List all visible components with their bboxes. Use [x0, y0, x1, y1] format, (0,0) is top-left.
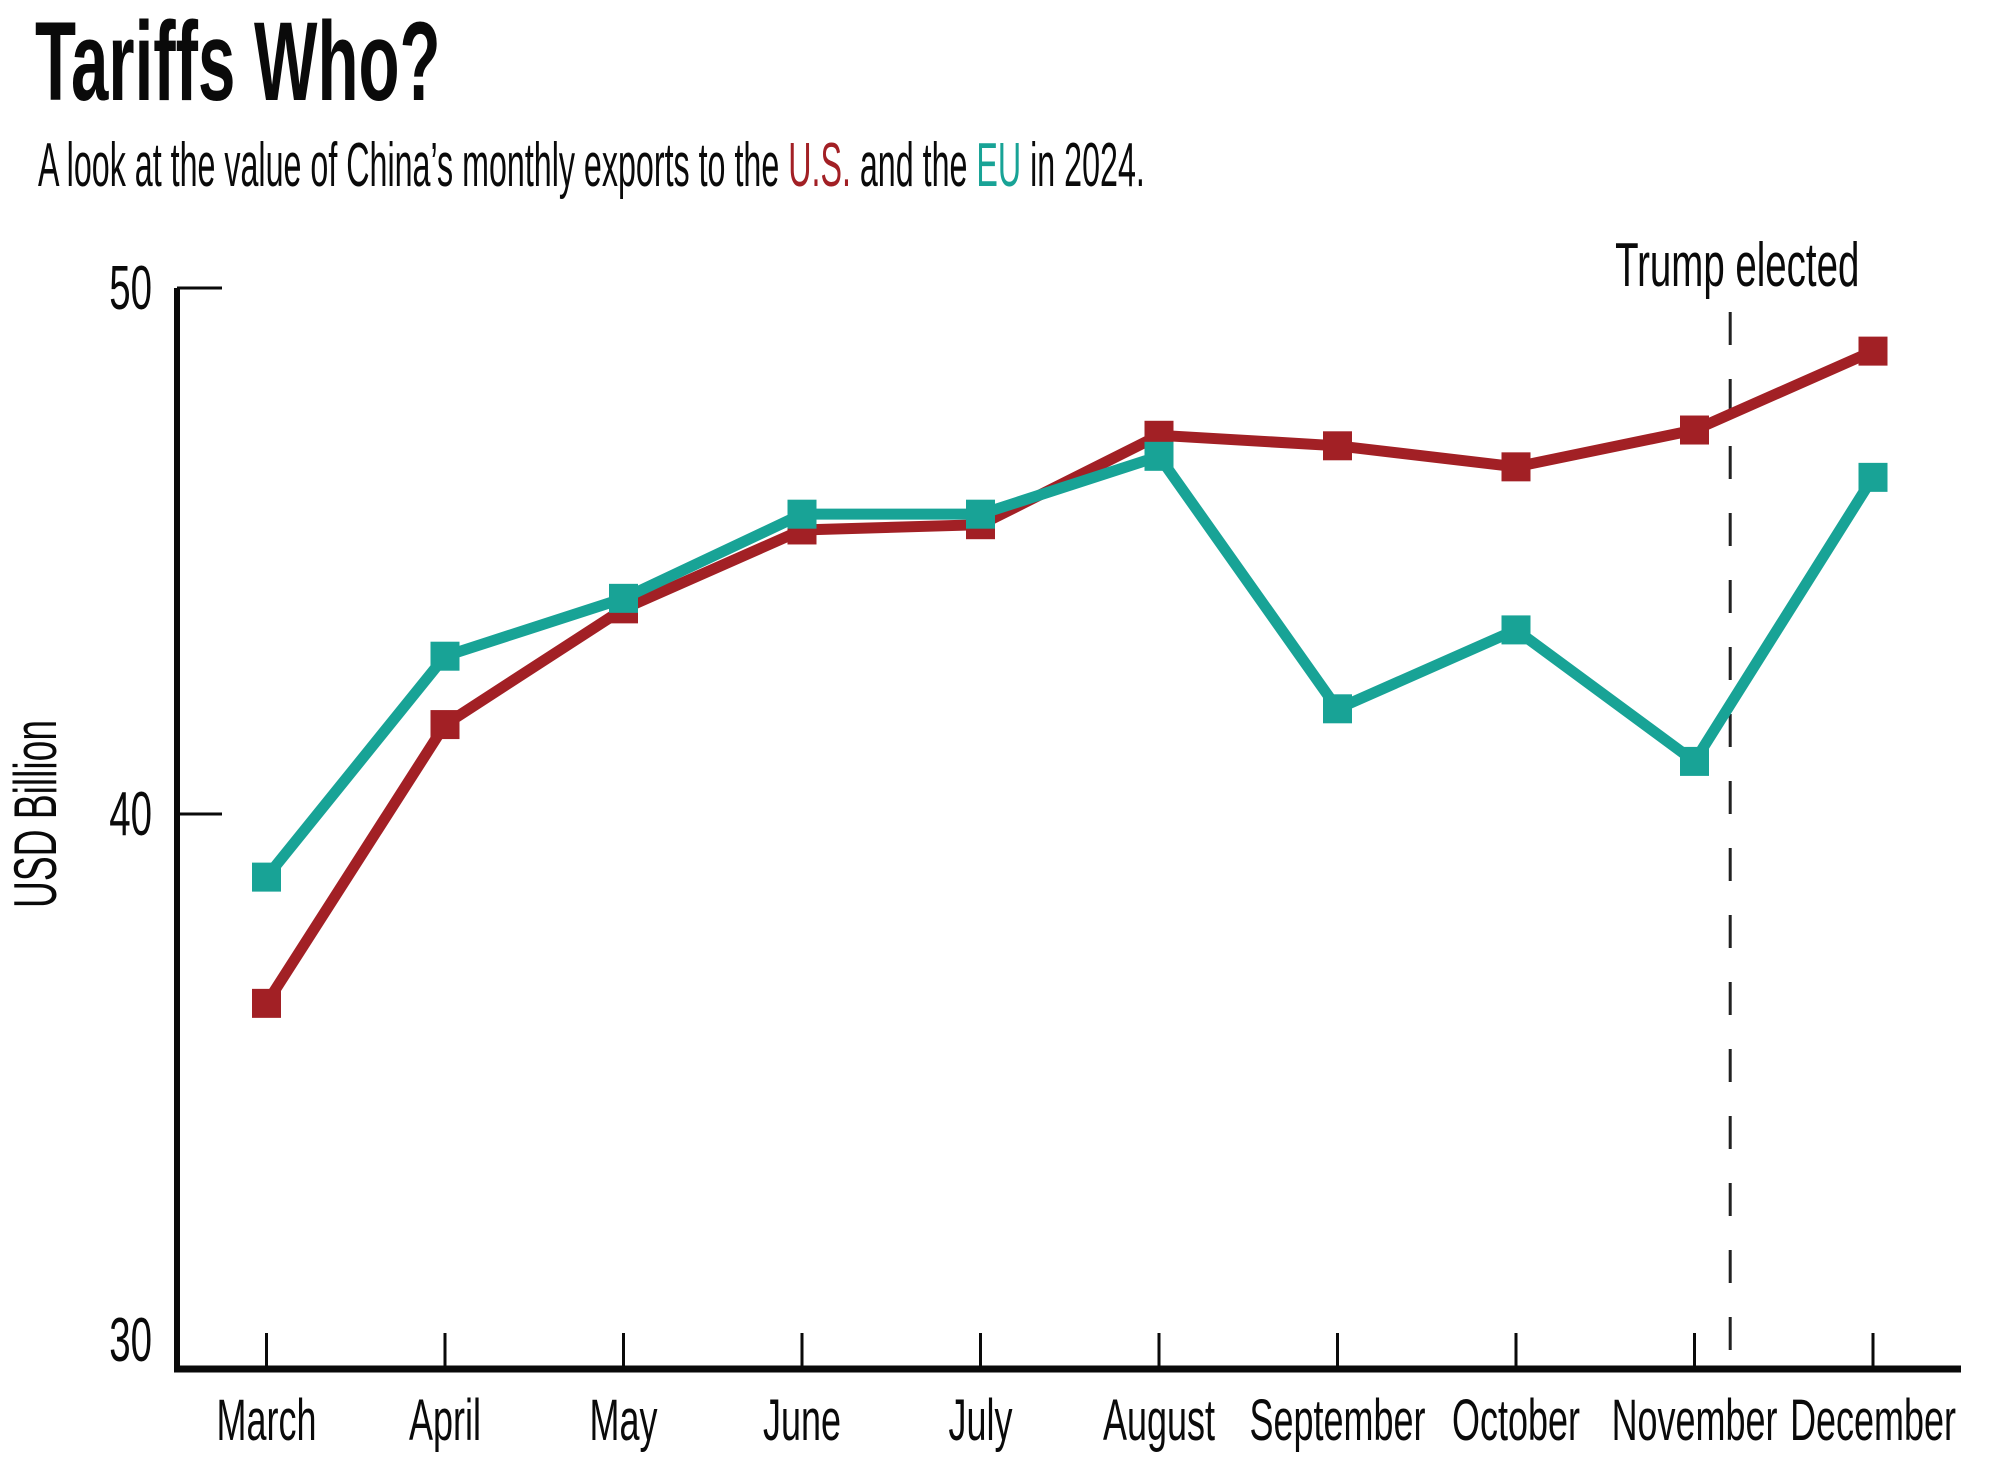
x-tick-label: November	[1612, 1388, 1778, 1453]
us-marker	[252, 988, 281, 1018]
x-tick-label: May	[590, 1388, 659, 1453]
chart-title: Tariffs Who?	[35, 0, 441, 124]
x-tick-label: July	[949, 1388, 1014, 1453]
y-axis-title: USD Billion	[2, 720, 69, 908]
eu-marker	[252, 862, 281, 892]
us-marker	[1858, 336, 1888, 366]
x-tick-label: April	[409, 1388, 481, 1453]
y-tick-label: 30	[109, 1305, 152, 1375]
x-tick-label: October	[1452, 1388, 1580, 1453]
eu-line	[262, 449, 1878, 881]
x-tick-label: June	[763, 1388, 841, 1453]
x-tick-label: December	[1790, 1388, 1956, 1453]
eu-marker	[966, 499, 995, 529]
trump-elected-label: Trump elected	[1615, 230, 1859, 300]
eu-marker	[1501, 615, 1531, 645]
subtitle-us-label: U.S.	[788, 131, 851, 200]
subtitle-suffix: in 2024.	[1021, 131, 1145, 200]
y-tick-label: 40	[109, 779, 152, 849]
subtitle-eu-label: EU	[976, 131, 1021, 200]
us-line	[261, 346, 1876, 1007]
us-marker	[1680, 415, 1709, 445]
us-marker	[1323, 431, 1352, 461]
subtitle-mid: and the	[851, 131, 976, 200]
eu-marker	[1144, 441, 1174, 471]
us-marker	[1501, 452, 1531, 482]
eu-marker	[1323, 694, 1352, 724]
x-tick-label: August	[1103, 1388, 1215, 1453]
eu-marker	[430, 641, 460, 671]
x-tick-label: March	[217, 1388, 317, 1453]
x-tick-label: September	[1250, 1388, 1426, 1453]
y-tick-label: 50	[109, 253, 152, 323]
eu-marker	[1680, 746, 1709, 776]
us-marker	[430, 710, 460, 740]
subtitle-prefix: A look at the value of China’s monthly e…	[38, 131, 788, 200]
eu-marker	[609, 583, 638, 613]
eu-marker	[1858, 462, 1888, 492]
eu-marker	[787, 499, 817, 529]
chart-subtitle: A look at the value of China’s monthly e…	[38, 131, 1145, 200]
